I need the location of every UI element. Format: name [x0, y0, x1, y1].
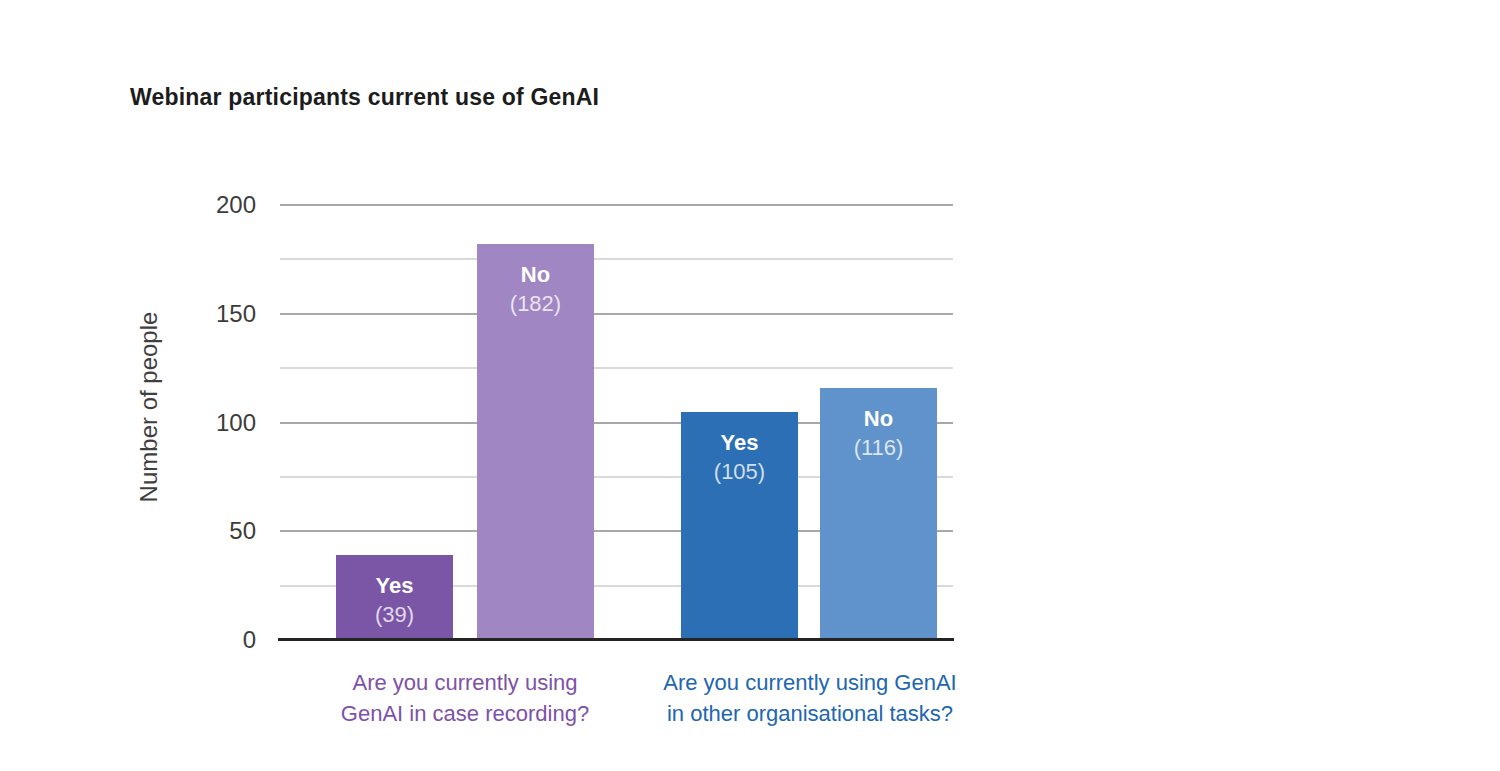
category-label-line: Are you currently using: [305, 667, 625, 698]
y-axis-tick-labels: 050100150200: [150, 205, 256, 640]
bar-answer-label: No: [477, 260, 594, 289]
bar-yes: Yes(105): [681, 412, 798, 640]
y-axis-tick-label: 150: [150, 299, 256, 329]
bar-answer-label: No: [820, 404, 937, 433]
category-label: Are you currently usingGenAI in case rec…: [305, 667, 625, 729]
x-axis-line: [278, 638, 954, 641]
major-gridline: [280, 204, 953, 206]
bar-value-label: (116): [820, 433, 937, 462]
bar-answer-label: Yes: [336, 571, 453, 600]
bar-label-block: No(116): [820, 404, 937, 462]
chart-title: Webinar participants current use of GenA…: [130, 84, 599, 111]
bar-value-label: (39): [336, 600, 453, 629]
minor-gridline: [280, 258, 953, 260]
category-label: Are you currently using GenAIin other or…: [620, 667, 1000, 729]
y-axis-tick-label: 100: [150, 408, 256, 438]
bar-label-block: No(182): [477, 260, 594, 318]
major-gridline: [280, 313, 953, 315]
bar-answer-label: Yes: [681, 428, 798, 457]
minor-gridline: [280, 367, 953, 369]
bar-value-label: (182): [477, 289, 594, 318]
bar-yes: Yes(39): [336, 555, 453, 640]
category-label-line: in other organisational tasks?: [620, 698, 1000, 729]
bar-value-label: (105): [681, 457, 798, 486]
category-label-line: Are you currently using GenAI: [620, 667, 1000, 698]
x-axis-category-labels: Are you currently usingGenAI in case rec…: [0, 667, 1500, 739]
chart-page: Webinar participants current use of GenA…: [0, 0, 1500, 771]
y-axis-tick-label: 50: [150, 516, 256, 546]
bar-label-block: Yes(105): [681, 428, 798, 486]
category-label-line: GenAI in case recording?: [305, 698, 625, 729]
y-axis-tick-label: 200: [150, 190, 256, 220]
bar-no: No(182): [477, 244, 594, 640]
y-axis-tick-label: 0: [150, 625, 256, 655]
plot-area: Yes(39)No(182)Yes(105)No(116): [280, 205, 953, 640]
bar-no: No(116): [820, 388, 937, 640]
bar-label-block: Yes(39): [336, 571, 453, 629]
